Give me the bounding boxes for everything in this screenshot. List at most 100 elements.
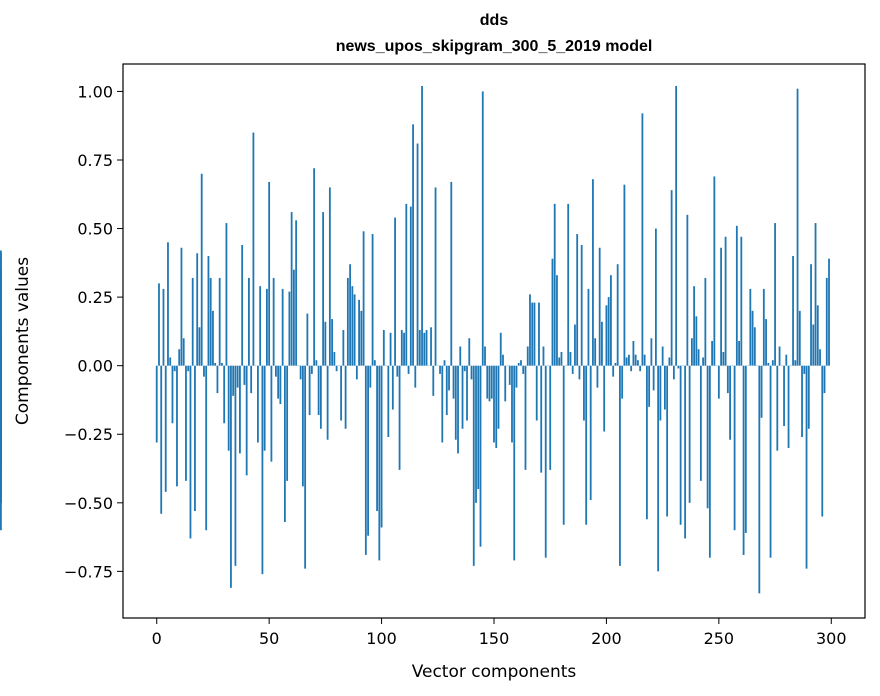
bar [306, 313, 309, 366]
bar [594, 338, 597, 366]
bar [169, 357, 172, 366]
bar [340, 365, 342, 421]
bar [776, 365, 779, 451]
bar [542, 346, 545, 366]
bar [798, 310, 801, 366]
bar [218, 277, 221, 366]
bar [807, 365, 810, 429]
bar [225, 223, 228, 366]
x-axis: 0 50 100 150 200 250 300 [152, 618, 847, 648]
bar [819, 349, 821, 366]
bar [551, 258, 554, 366]
bar [409, 206, 412, 366]
bar [621, 365, 624, 399]
bar [441, 365, 444, 443]
bar [398, 365, 401, 470]
bar [328, 187, 331, 366]
bar [333, 351, 336, 366]
bar [378, 365, 381, 561]
bar [472, 365, 475, 566]
x-tick-label: 0 [152, 629, 162, 648]
bar [185, 365, 187, 481]
bar [585, 365, 588, 525]
bar [738, 341, 740, 366]
bar [720, 247, 722, 366]
x-tick-label: 200 [591, 629, 622, 648]
bar [355, 365, 358, 380]
bar [601, 321, 603, 366]
bar [569, 351, 572, 366]
bar [400, 330, 403, 366]
bar [216, 365, 219, 394]
bar [261, 365, 264, 575]
bar [212, 310, 214, 366]
bar [396, 365, 399, 377]
bar [740, 236, 743, 366]
bar [270, 365, 273, 462]
bar [639, 365, 642, 372]
bar [463, 365, 466, 372]
bar [232, 365, 235, 396]
bar [301, 365, 304, 487]
bar [522, 365, 525, 374]
bar [583, 365, 585, 421]
bar [391, 365, 394, 410]
bar [425, 330, 428, 366]
bar [389, 332, 392, 366]
bar [479, 365, 482, 547]
bar [767, 362, 770, 366]
y-tick-label: 0.75 [77, 151, 113, 170]
bar [812, 324, 815, 366]
bar [625, 357, 628, 366]
bar [308, 365, 311, 416]
bar [765, 319, 767, 366]
bar [580, 245, 583, 366]
bar [511, 365, 513, 443]
bar [362, 231, 365, 366]
bar [290, 212, 293, 366]
bar [612, 365, 615, 377]
bar [324, 321, 327, 366]
bar [785, 354, 788, 366]
bar [376, 365, 378, 512]
bar [544, 365, 547, 558]
bar [531, 302, 534, 366]
bar [792, 255, 794, 366]
bar [690, 338, 693, 366]
bar [191, 277, 194, 366]
bar [661, 346, 664, 366]
bar [268, 181, 271, 366]
chart-title-line-1: dds [480, 12, 509, 29]
bar [628, 354, 630, 366]
bar [643, 354, 646, 366]
bar [733, 365, 736, 531]
bar [452, 365, 455, 399]
bar [457, 365, 459, 454]
bar [243, 365, 246, 385]
bar [578, 365, 581, 380]
bar [443, 360, 446, 366]
bar [823, 365, 826, 394]
bar [605, 305, 608, 366]
bar [468, 338, 471, 366]
bar [567, 203, 570, 366]
bar [369, 365, 372, 388]
bar [315, 360, 318, 366]
bar [326, 365, 329, 440]
bar [331, 319, 334, 366]
bar [592, 179, 594, 366]
bar [230, 365, 232, 588]
bar [477, 365, 480, 490]
bar [349, 264, 351, 366]
bar [607, 297, 610, 366]
bar [762, 288, 765, 366]
bar [299, 365, 302, 380]
bar [666, 365, 669, 517]
bar [292, 269, 295, 366]
bar [223, 365, 226, 424]
bar [155, 365, 158, 443]
x-tick-label: 300 [816, 629, 847, 648]
bar [538, 302, 540, 366]
bar [196, 253, 199, 366]
